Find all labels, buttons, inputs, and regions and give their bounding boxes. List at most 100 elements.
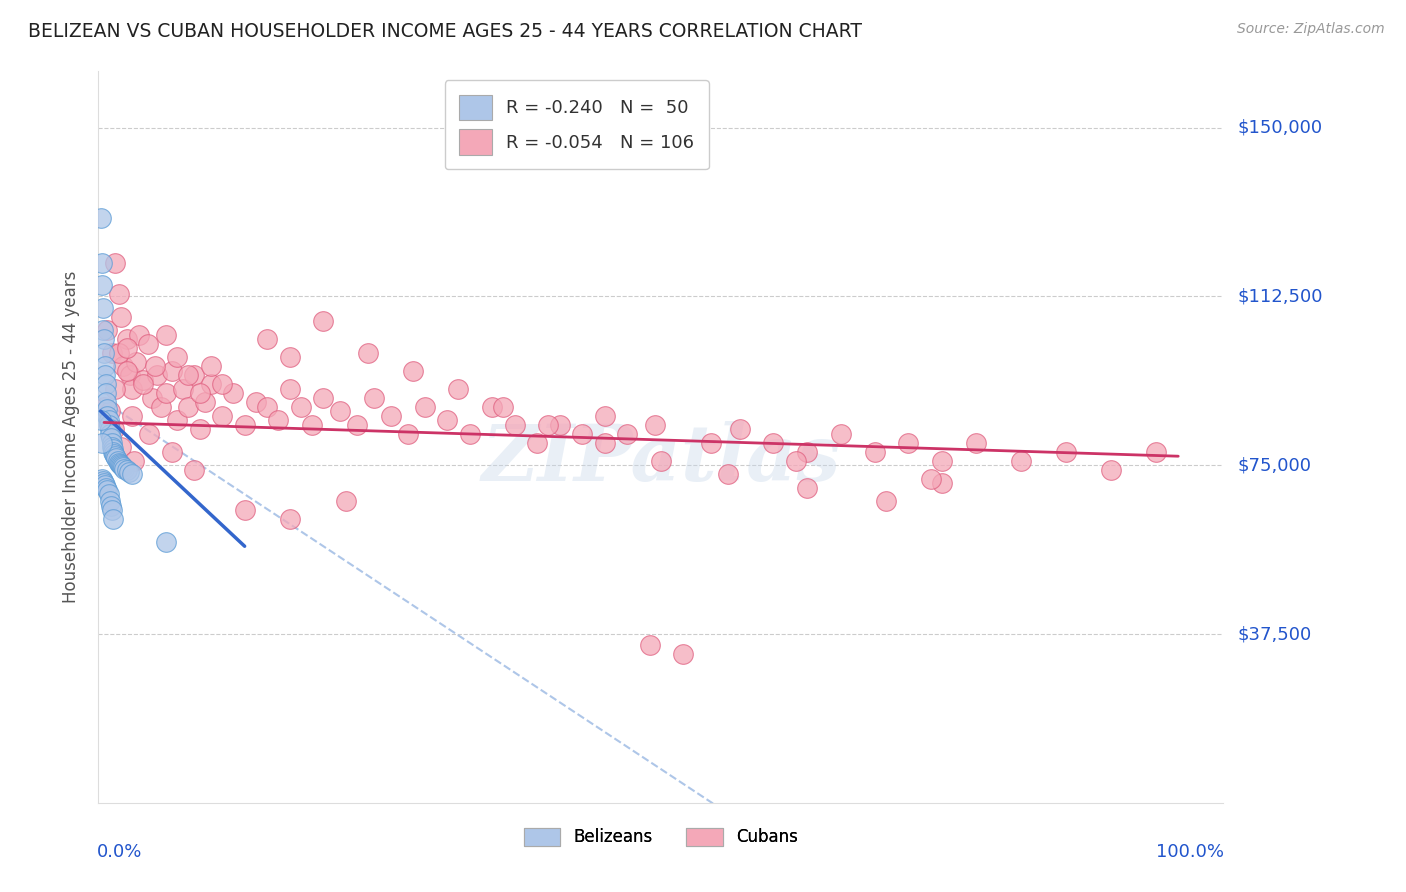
Point	[93, 400, 115, 414]
Point	[104, 449, 127, 463]
Point	[97, 487, 120, 501]
Point	[110, 440, 132, 454]
Point	[91, 301, 114, 315]
Point	[863, 444, 886, 458]
Point	[796, 444, 818, 458]
Point	[875, 494, 897, 508]
Point	[112, 462, 135, 476]
Point	[717, 467, 740, 482]
Point	[121, 382, 143, 396]
Point	[194, 395, 217, 409]
Point	[96, 377, 118, 392]
Point	[150, 400, 173, 414]
Point	[98, 494, 121, 508]
Point	[97, 417, 120, 432]
Point	[312, 314, 335, 328]
Point	[537, 417, 560, 432]
Point	[762, 435, 785, 450]
Point	[96, 401, 118, 416]
Point	[118, 465, 141, 479]
Point	[931, 453, 953, 467]
Point	[329, 404, 352, 418]
Point	[107, 345, 129, 359]
Point	[115, 364, 138, 378]
Point	[526, 435, 548, 450]
Point	[101, 435, 124, 450]
Point	[91, 323, 114, 337]
Point	[96, 386, 118, 401]
Point	[155, 534, 177, 549]
Text: $37,500: $37,500	[1237, 625, 1312, 643]
Point	[183, 368, 205, 383]
Point	[105, 451, 128, 466]
Point	[211, 409, 233, 423]
Point	[90, 278, 112, 293]
Point	[830, 426, 852, 441]
Point	[222, 386, 245, 401]
Point	[110, 310, 132, 324]
Point	[160, 364, 183, 378]
Point	[118, 368, 141, 383]
Point	[447, 382, 470, 396]
Point	[101, 440, 124, 454]
Point	[103, 422, 125, 436]
Point	[124, 354, 146, 368]
Point	[93, 332, 115, 346]
Point	[312, 391, 335, 405]
Point	[104, 382, 127, 396]
Point	[278, 512, 301, 526]
Point	[90, 472, 112, 486]
Point	[644, 417, 666, 432]
Point	[166, 413, 188, 427]
Point	[121, 467, 143, 482]
Legend: Belizeans, Cubans: Belizeans, Cubans	[517, 821, 804, 853]
Point	[301, 417, 323, 432]
Point	[138, 426, 160, 441]
Point	[172, 382, 194, 396]
Text: 100.0%: 100.0%	[1156, 843, 1225, 861]
Point	[155, 386, 177, 401]
Text: $75,000: $75,000	[1237, 456, 1312, 475]
Point	[920, 472, 942, 486]
Point	[363, 391, 385, 405]
Point	[90, 255, 112, 269]
Point	[256, 332, 278, 346]
Point	[90, 435, 112, 450]
Point	[965, 435, 987, 450]
Point	[141, 391, 163, 405]
Point	[160, 444, 183, 458]
Text: BELIZEAN VS CUBAN HOUSEHOLDER INCOME AGES 25 - 44 YEARS CORRELATION CHART: BELIZEAN VS CUBAN HOUSEHOLDER INCOME AGE…	[28, 22, 862, 41]
Point	[96, 323, 118, 337]
Point	[101, 442, 124, 457]
Point	[132, 373, 155, 387]
Point	[107, 456, 129, 470]
Point	[98, 426, 121, 441]
Point	[107, 287, 129, 301]
Point	[96, 483, 118, 497]
Point	[115, 332, 138, 346]
Point	[650, 453, 672, 467]
Point	[112, 359, 135, 374]
Point	[94, 368, 117, 383]
Point	[233, 503, 256, 517]
Point	[90, 211, 112, 225]
Point	[396, 426, 419, 441]
Point	[121, 409, 143, 423]
Point	[796, 481, 818, 495]
Point	[101, 503, 124, 517]
Text: $112,500: $112,500	[1237, 287, 1323, 305]
Point	[413, 400, 436, 414]
Point	[503, 417, 526, 432]
Point	[98, 404, 121, 418]
Point	[94, 359, 117, 374]
Point	[98, 422, 121, 436]
Point	[245, 395, 267, 409]
Point	[90, 413, 112, 427]
Point	[200, 359, 222, 374]
Point	[278, 382, 301, 396]
Point	[278, 350, 301, 364]
Point	[897, 435, 920, 450]
Point	[115, 341, 138, 355]
Point	[104, 255, 127, 269]
Point	[101, 512, 124, 526]
